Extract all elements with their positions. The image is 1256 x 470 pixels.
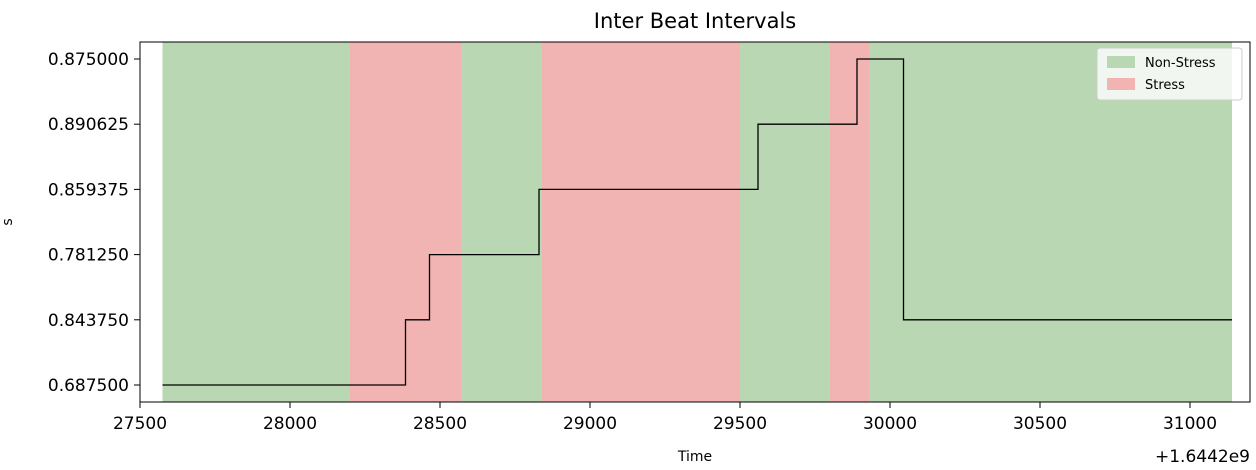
region-non-stress-4 (740, 42, 830, 402)
x-tick-label: 29000 (563, 414, 617, 434)
region-non-stress-0 (162, 42, 350, 402)
region-stress-3 (542, 42, 740, 402)
x-axis-offset: +1.6442e9 (1155, 447, 1250, 467)
x-tick-label: 31000 (1163, 414, 1217, 434)
x-axis-label: Time (677, 449, 712, 465)
y-axis: 0.687500 0.843750 0.781250 0.859375 0.890625… (48, 50, 140, 396)
y-tick-label: 0.859375 (48, 180, 129, 200)
y-axis-label: s (0, 218, 16, 225)
regions-layer (162, 42, 1232, 402)
region-stress-5 (830, 42, 869, 402)
y-tick-label: 0.781250 (48, 246, 129, 266)
legend-label-stress: Stress (1145, 78, 1185, 93)
legend-swatch-non-stress (1107, 56, 1135, 68)
chart-title: Inter Beat Intervals (594, 9, 796, 33)
y-tick-label: 0.875000 (48, 50, 129, 70)
region-non-stress-2 (461, 42, 542, 402)
x-axis: 27500 28000 28500 29000 29500 30000 30500 31000 (113, 402, 1217, 434)
x-tick-label: 28000 (263, 414, 317, 434)
legend: Non-Stress Stress (1096, 47, 1243, 101)
y-tick-label: 0.843750 (48, 311, 129, 331)
legend-swatch-stress (1107, 78, 1135, 90)
series-line-0 (162, 58, 1232, 386)
plot-frame (139, 41, 1251, 403)
x-tick-label: 27500 (113, 414, 167, 434)
region-non-stress-6 (869, 42, 1232, 402)
x-tick-label: 28500 (413, 414, 467, 434)
x-tick-label: 30000 (863, 414, 917, 434)
x-tick-label: 30500 (1013, 414, 1067, 434)
y-tick-label: 0.687500 (48, 376, 129, 396)
series-layer (162, 58, 1232, 386)
legend-label-non-stress: Non-Stress (1145, 56, 1216, 71)
x-tick-label: 29500 (713, 414, 767, 434)
y-tick-label: 0.890625 (48, 115, 129, 135)
